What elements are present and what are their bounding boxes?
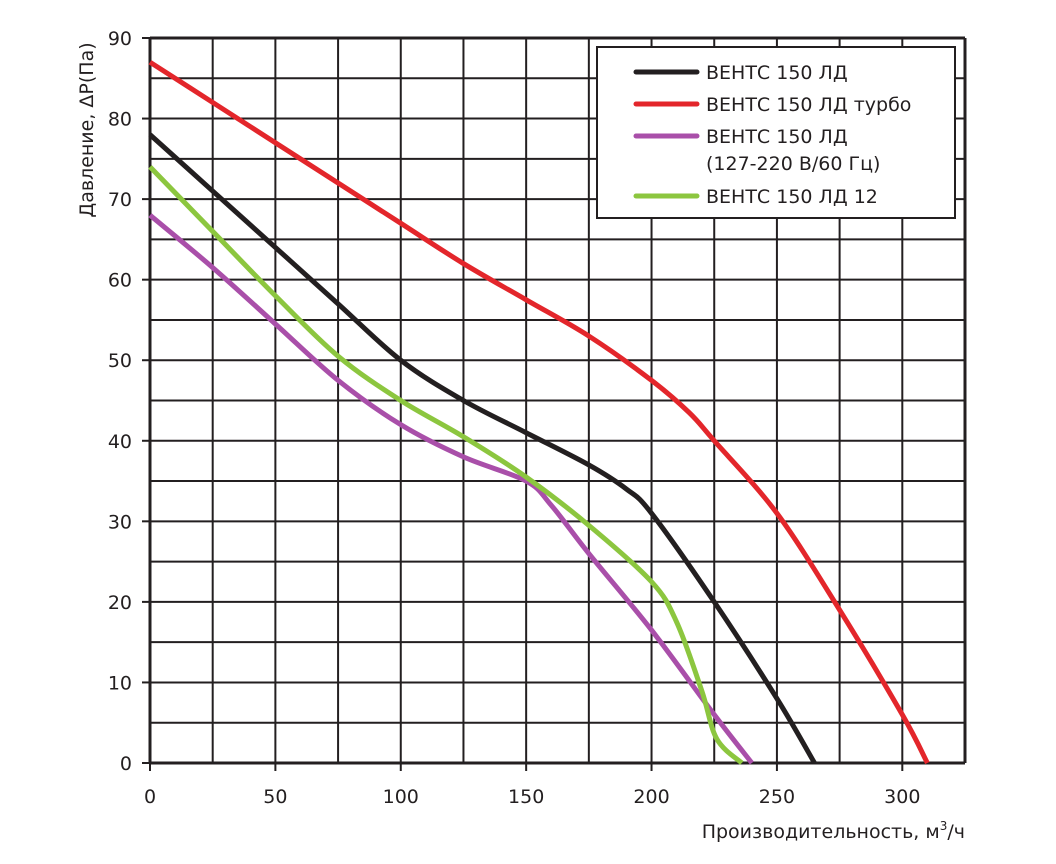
x-tick-label: 50	[263, 786, 287, 808]
x-axis-label-main: Производительность, м	[702, 821, 940, 843]
legend: ВЕНТС 150 ЛД ВЕНТС 150 ЛД турбо ВЕНТС 15…	[596, 46, 956, 219]
legend-label: ВЕНТС 150 ЛД	[706, 62, 848, 84]
y-tick-label: 40	[108, 431, 132, 453]
y-axis-label: Давление, ΔP(Па)	[76, 42, 98, 217]
x-tick-label: 150	[508, 786, 544, 808]
x-axis-label: Производительность, м3/ч	[702, 819, 965, 843]
y-tick-label: 80	[108, 109, 132, 131]
y-tick-label: 60	[108, 270, 132, 292]
y-tick-label: 50	[108, 350, 132, 372]
y-tick-label: 20	[108, 592, 132, 614]
x-tick-label: 0	[144, 786, 156, 808]
axis-ticks: 0 50 100 150 200 250 300 0 10 20 30 40 50 60 70 80 90	[108, 28, 921, 808]
legend-label: ВЕНТС 150 ЛД турбо	[706, 94, 911, 116]
y-tick-label: 30	[108, 511, 132, 533]
series-line-3	[148, 165, 744, 765]
x-tick-label: 300	[884, 786, 920, 808]
x-axis-label-sup: 3	[940, 819, 948, 833]
y-tick-label: 90	[108, 28, 132, 50]
series-line-1	[148, 60, 930, 765]
y-tick-label: 10	[108, 672, 132, 694]
x-tick-label: 250	[759, 786, 795, 808]
legend-label: ВЕНТС 150 ЛД	[706, 126, 848, 148]
legend-label-line2: (127-220 В/60 Гц)	[706, 153, 880, 175]
y-tick-label: 0	[120, 753, 132, 775]
legend-box	[596, 46, 956, 219]
y-tick-label: 70	[108, 189, 132, 211]
x-axis-label-tail: /ч	[947, 821, 965, 843]
legend-label: ВЕНТС 150 ЛД 12	[706, 186, 878, 208]
series-line-2	[148, 213, 754, 765]
series-line-0	[148, 132, 817, 765]
x-tick-label: 200	[633, 786, 669, 808]
x-tick-label: 100	[383, 786, 419, 808]
series-lines	[148, 60, 930, 765]
